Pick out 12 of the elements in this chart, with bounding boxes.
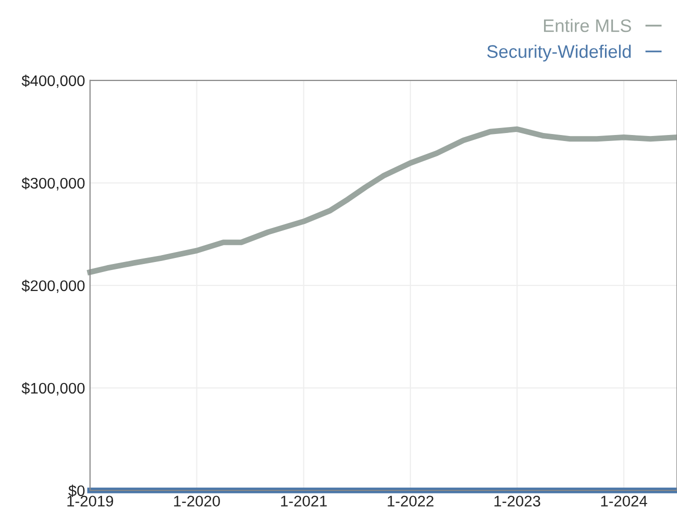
x-tick-label: 1-2020: [174, 496, 220, 507]
y-tick-label: $200,000: [22, 280, 85, 293]
x-tick-label: 1-2023: [494, 496, 540, 507]
legend-label: Entire MLS: [544, 18, 632, 32]
x-tick-label: 1-2021: [281, 496, 327, 507]
legend-label: Security-Widefield: [487, 44, 631, 62]
x-tick-label: 1-2022: [388, 496, 434, 507]
y-tick-label: $300,000: [22, 177, 85, 190]
y-tick-label: $400,000: [22, 74, 85, 88]
y-tick-label: $100,000: [22, 382, 85, 396]
x-tick-label: 1-2019: [67, 496, 114, 507]
x-tick-label: 1-2024: [601, 496, 648, 507]
